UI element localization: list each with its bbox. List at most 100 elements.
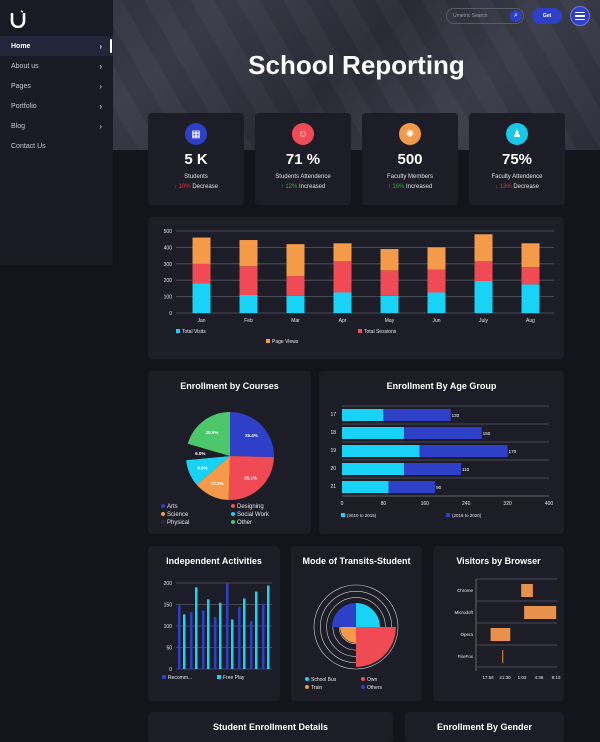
student-enrollment-title: Student Enrollment Details bbox=[212, 722, 328, 732]
activities-chart: 0 50 100 150 200 Recomm... Free Play bbox=[162, 581, 272, 681]
bar-segment bbox=[419, 445, 508, 457]
activities-chart-title: Independent Activities bbox=[166, 556, 262, 566]
search-icon[interactable]: ⌕ bbox=[510, 10, 522, 22]
x-tick-label: 1:03 bbox=[518, 675, 527, 680]
sidebar-item-pages[interactable]: Pages › bbox=[0, 76, 113, 96]
legend-label: Free Play bbox=[223, 675, 245, 681]
gender-title: Enrollment By Gender bbox=[436, 722, 533, 732]
y-tick-label: 500 bbox=[164, 229, 173, 235]
x-tick-label: 21:30 bbox=[499, 675, 511, 680]
arrow-up-icon: ↑ bbox=[280, 184, 284, 190]
bar-segment bbox=[404, 427, 482, 439]
sidebar-item-blog[interactable]: Blog › bbox=[0, 116, 113, 136]
stat-change-text: Increased bbox=[406, 184, 433, 190]
y-tick-label: Chrome bbox=[457, 588, 474, 593]
bar-segment bbox=[239, 266, 258, 295]
bar-segment bbox=[427, 292, 446, 313]
legend-label: Recomm... bbox=[168, 675, 192, 681]
bar-segment bbox=[342, 481, 389, 493]
arrow-down-icon: ↓ bbox=[494, 184, 498, 190]
legend-swatch bbox=[305, 685, 309, 689]
bar-segment bbox=[380, 249, 399, 271]
bar-segment bbox=[388, 481, 436, 493]
menu-icon[interactable] bbox=[570, 6, 590, 26]
chevron-right-icon: › bbox=[99, 81, 102, 91]
stat-value: 5 K bbox=[184, 151, 208, 168]
y-tick-label: 400 bbox=[164, 245, 173, 251]
legend-swatch bbox=[266, 339, 270, 343]
sidebar-item-label: Portfolio bbox=[11, 102, 37, 110]
sidebar-item-contact-us[interactable]: Contact Us bbox=[0, 136, 113, 156]
logo-icon[interactable] bbox=[10, 10, 26, 28]
bar-segment bbox=[333, 261, 352, 293]
sidebar-item-about-us[interactable]: About us › bbox=[0, 56, 113, 76]
legend-swatch bbox=[341, 513, 345, 517]
y-tick-label: 100 bbox=[164, 295, 173, 301]
search-input[interactable]: Umetric Search ⌕ bbox=[446, 8, 524, 24]
bar-segment bbox=[521, 284, 540, 313]
get-button[interactable]: Get bbox=[532, 8, 562, 24]
bar bbox=[202, 610, 205, 669]
bar-segment bbox=[521, 267, 540, 285]
legend-label: Page Views bbox=[272, 339, 299, 345]
bar bbox=[238, 607, 241, 669]
stat-value: 500 bbox=[397, 151, 423, 168]
x-tick-label: Jun bbox=[432, 318, 440, 324]
legend-swatch bbox=[176, 329, 180, 333]
pie-label: 9.8% bbox=[197, 466, 207, 471]
x-tick-label: Apr bbox=[339, 318, 347, 324]
bar-segment bbox=[474, 261, 493, 282]
data-label: 130 bbox=[452, 413, 460, 418]
y-tick-label: 18 bbox=[330, 430, 336, 436]
legend-swatch bbox=[446, 513, 450, 517]
pie-slice bbox=[186, 456, 230, 485]
x-tick-label: 160 bbox=[421, 501, 430, 507]
y-tick-label: 150 bbox=[164, 603, 173, 609]
legend-label: Others bbox=[367, 685, 383, 691]
arrow-up-icon: ↑ bbox=[387, 184, 391, 190]
y-tick-label: Opera bbox=[460, 632, 473, 637]
bar bbox=[207, 599, 210, 669]
bar-segment bbox=[192, 283, 211, 313]
pie-label: 20.5% bbox=[206, 430, 219, 435]
pie-label: 6.0% bbox=[195, 451, 205, 456]
legend-label: (2016 to 2020) bbox=[452, 513, 482, 518]
sidebar-nav: Home › About us › Pages › Portfolio › Blog › Conta… bbox=[0, 36, 113, 156]
legend-label: (2010 to 2015) bbox=[347, 513, 377, 518]
bar-segment bbox=[427, 269, 446, 293]
pie-label: 25.1% bbox=[244, 476, 257, 481]
faculty-icon: ✺ bbox=[399, 123, 421, 145]
x-tick-label: Feb bbox=[244, 318, 253, 324]
sidebar-item-home[interactable]: Home › bbox=[0, 36, 113, 56]
polar-slice bbox=[340, 627, 356, 643]
chevron-right-icon: › bbox=[99, 61, 102, 71]
y-tick-label: 20 bbox=[330, 466, 336, 472]
stat-change: ↓ 13% Decrease bbox=[469, 184, 565, 190]
faculty-attendance-icon: ♟ bbox=[506, 123, 528, 145]
stat-change-value: 10% bbox=[178, 184, 191, 190]
polar-ring bbox=[313, 584, 399, 670]
range-bar bbox=[521, 584, 533, 597]
x-tick-label: July bbox=[479, 318, 488, 324]
pie-slice bbox=[187, 412, 230, 456]
sidebar-item-portfolio[interactable]: Portfolio › bbox=[0, 96, 113, 116]
stat-value: 71 % bbox=[285, 151, 321, 168]
transit-chart: School Bus Own Train Others bbox=[305, 584, 399, 691]
sidebar-item-label: About us bbox=[11, 62, 39, 70]
stat-change-text: Decrease bbox=[192, 184, 219, 190]
legend-swatch bbox=[305, 677, 309, 681]
bar-segment bbox=[342, 445, 420, 457]
age-chart-card: Enrollment By Age Group 1780130181201501… bbox=[319, 371, 564, 534]
x-tick-label: 17:56 bbox=[482, 675, 494, 680]
stat-change: ↑ 16% Increased bbox=[362, 184, 458, 190]
legend-label: Own bbox=[367, 677, 378, 683]
bar-segment bbox=[286, 295, 305, 313]
bar-segment bbox=[474, 234, 493, 262]
arrow-down-icon: ↓ bbox=[173, 184, 177, 190]
pie-slice bbox=[228, 456, 274, 500]
bar-segment bbox=[380, 270, 399, 296]
bar-segment bbox=[474, 281, 493, 313]
courses-chart-card: Enrollment by Courses 25.4% 25.1% 13.2% 9.8… bbox=[148, 371, 311, 534]
y-tick-label: FireFox bbox=[458, 654, 474, 659]
y-tick-label: 17 bbox=[330, 412, 336, 418]
